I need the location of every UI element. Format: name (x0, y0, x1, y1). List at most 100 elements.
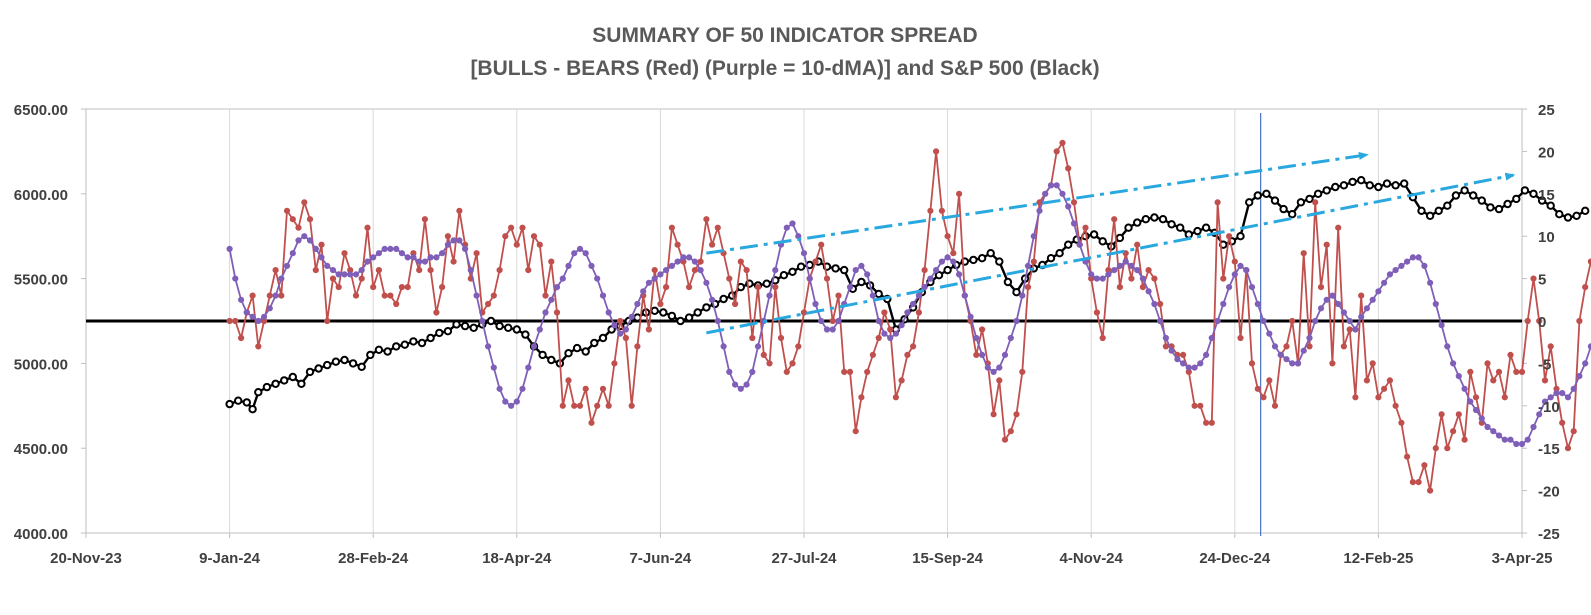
data-point (1507, 436, 1514, 443)
data-point (1099, 334, 1106, 342)
data-point (249, 292, 256, 299)
data-point (1111, 216, 1118, 223)
data-point (1530, 275, 1537, 282)
data-point (1055, 249, 1064, 258)
data-point (1391, 181, 1400, 190)
data-point (1455, 411, 1462, 418)
data-point (329, 275, 337, 282)
data-point (1438, 411, 1445, 418)
data-point (536, 241, 543, 248)
data-point (686, 254, 693, 261)
data-point (1150, 213, 1159, 222)
data-point (1260, 394, 1267, 401)
data-point (645, 279, 653, 286)
x-tick-label: 27-Jul-24 (771, 550, 837, 567)
data-point (1300, 347, 1307, 354)
data-point (1375, 288, 1382, 295)
data-point (1576, 373, 1583, 380)
data-point (1167, 220, 1176, 229)
data-point (979, 351, 986, 358)
data-point (1478, 415, 1485, 422)
data-point (898, 322, 905, 329)
data-point (512, 325, 521, 334)
data-point (1427, 487, 1434, 494)
data-point (686, 284, 693, 291)
data-point (467, 267, 474, 274)
data-point (271, 379, 280, 388)
y-left-tick-label: 5000.00 (14, 356, 68, 373)
data-point (1460, 186, 1469, 195)
data-point (1036, 207, 1043, 214)
data-point (513, 241, 520, 248)
data-point (1331, 182, 1340, 192)
data-point (697, 258, 704, 265)
data-point (1093, 309, 1101, 316)
data-point (726, 275, 733, 282)
data-point (254, 388, 263, 397)
data-point (469, 323, 478, 332)
data-point (324, 262, 331, 269)
data-point (1065, 165, 1072, 172)
data-point (443, 327, 453, 336)
data-point (232, 275, 239, 282)
data-point (238, 296, 245, 303)
data-point (508, 402, 515, 409)
data-point (1162, 343, 1170, 350)
data-point (318, 241, 325, 248)
x-tick-label: 18-Apr-24 (482, 550, 552, 567)
data-point (1197, 360, 1204, 367)
data-point (1536, 317, 1543, 325)
data-point (335, 271, 342, 278)
data-point (996, 364, 1003, 371)
data-point (426, 333, 435, 343)
data-point (732, 300, 739, 308)
data-point (374, 345, 384, 354)
data-point (398, 284, 405, 291)
data-point (910, 300, 917, 308)
data-point (1553, 390, 1560, 397)
data-point (1381, 279, 1388, 286)
y-left-tick-label: 4500.00 (14, 441, 68, 458)
data-point (1180, 351, 1187, 358)
data-point (538, 350, 547, 360)
data-point (1335, 300, 1342, 308)
data-point (927, 275, 934, 282)
data-point (559, 402, 566, 409)
data-point (393, 300, 400, 308)
data-point (944, 233, 951, 240)
data-point (823, 326, 831, 333)
data-point (1201, 223, 1211, 232)
trend-channel-line (706, 172, 1516, 335)
data-point (266, 305, 273, 312)
data-point (234, 396, 243, 405)
data-point (417, 338, 427, 348)
data-point (1363, 377, 1371, 384)
data-point (887, 334, 894, 342)
data-point (1570, 428, 1577, 435)
data-point (950, 258, 957, 265)
data-point (393, 245, 400, 252)
data-point (915, 292, 923, 299)
data-point (1024, 284, 1032, 291)
data-point (508, 224, 515, 231)
data-point (416, 267, 423, 274)
data-point (1313, 189, 1323, 199)
data-point (956, 271, 963, 278)
data-point (375, 267, 382, 274)
data-point (559, 275, 566, 282)
data-point (1322, 186, 1331, 195)
data-point (318, 254, 325, 261)
data-point (1245, 198, 1254, 207)
data-point (1501, 394, 1508, 401)
data-point (1559, 390, 1566, 397)
data-point (806, 275, 813, 282)
data-point (881, 309, 888, 316)
data-point (1541, 377, 1549, 384)
data-point (1134, 241, 1141, 248)
y-right-tick-label: 0 (1538, 314, 1546, 331)
data-point (1226, 233, 1233, 240)
data-point (1323, 241, 1330, 248)
chart-title: SUMMARY OF 50 INDICATOR SPREAD (592, 24, 977, 47)
